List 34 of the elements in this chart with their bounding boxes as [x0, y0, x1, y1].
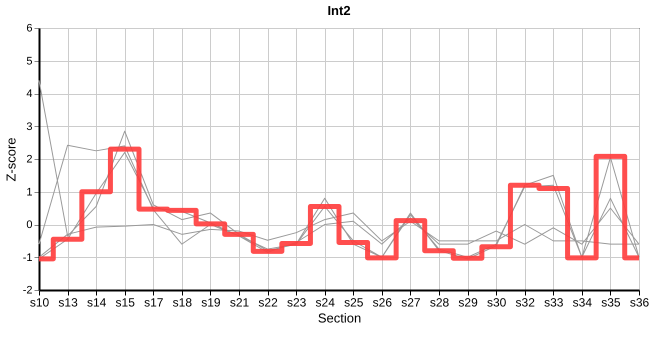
y-tick-label: 2: [26, 154, 32, 166]
x-tick-label: s32: [516, 296, 536, 310]
x-tick-label: s18: [172, 296, 192, 310]
x-tick-label: s10: [30, 296, 50, 310]
x-tick-label: s34: [572, 296, 592, 310]
x-tick-label: s23: [286, 296, 307, 310]
x-tick-label: s25: [344, 296, 364, 310]
y-axis-title: Z-score: [4, 137, 19, 182]
x-tick-label: s29: [458, 296, 478, 310]
x-tick-label: s15: [116, 296, 136, 310]
y-tick-label: -2: [22, 284, 32, 296]
y-tick-label: 6: [26, 22, 32, 34]
x-tick-label: s19: [201, 296, 221, 310]
x-tick-label: s22: [258, 296, 278, 310]
y-tick-label: 1: [26, 186, 32, 198]
y-tick-label: 0: [26, 219, 32, 231]
x-tick-label: s30: [486, 296, 507, 310]
x-tick-label: s28: [430, 296, 450, 310]
y-tick-label: -1: [22, 252, 32, 264]
x-tick-label: s36: [630, 296, 650, 310]
x-tick-label: s33: [544, 296, 564, 310]
y-tick-label: 5: [26, 55, 32, 68]
x-tick-label: s13: [58, 296, 78, 310]
x-tick-label: s35: [601, 296, 621, 310]
y-tick-label: 3: [26, 120, 32, 133]
x-tick-label: s14: [86, 296, 107, 310]
y-tick-label: 4: [26, 88, 32, 100]
chart-title: Int2: [327, 3, 351, 18]
x-axis-title: Section: [318, 310, 362, 326]
x-tick-label: s17: [144, 296, 164, 310]
x-tick-label: s21: [230, 296, 250, 310]
x-tick-label: s27: [401, 296, 421, 310]
x-tick-label: s26: [372, 296, 392, 310]
x-tick-label: s24: [316, 296, 336, 310]
